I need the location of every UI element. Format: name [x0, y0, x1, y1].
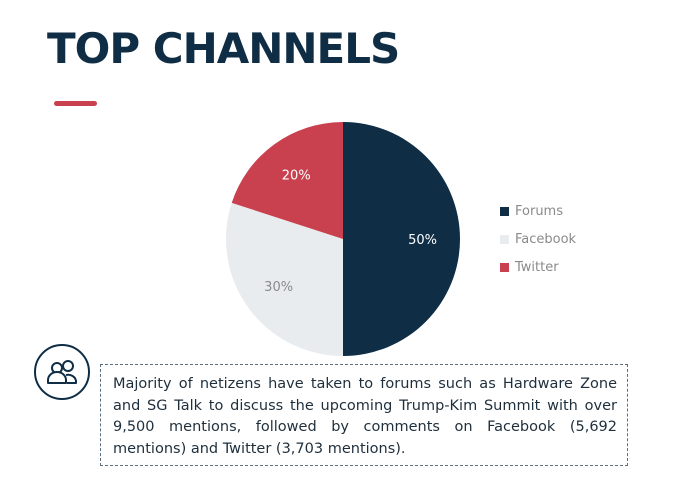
pie-slice-twitter	[231, 122, 343, 239]
legend-swatch-facebook	[500, 234, 509, 244]
users-icon	[34, 344, 90, 400]
slice-label-twitter: 20%	[282, 169, 311, 184]
legend-item-facebook: Facebook	[500, 229, 576, 249]
title-accent-bar	[54, 101, 97, 106]
slice-label-facebook: 30%	[264, 280, 293, 295]
callout-box: Majority of netizens have taken to forum…	[100, 364, 628, 466]
slice-label-forums: 50%	[408, 233, 437, 248]
pie-slice-facebook	[225, 202, 343, 356]
legend-swatch-twitter	[500, 262, 509, 272]
legend-swatch-forums	[500, 206, 509, 216]
pie-slice-forums	[343, 122, 460, 356]
legend-label-forums: Forums	[515, 203, 563, 219]
legend-item-forums: Forums	[500, 201, 576, 221]
page-title: TOP CHANNELS	[47, 24, 400, 73]
legend-item-twitter: Twitter	[500, 257, 576, 277]
legend-label-facebook: Facebook	[515, 231, 577, 247]
chart-legend: Forums Facebook Twitter	[500, 201, 576, 285]
legend-label-twitter: Twitter	[515, 259, 559, 275]
